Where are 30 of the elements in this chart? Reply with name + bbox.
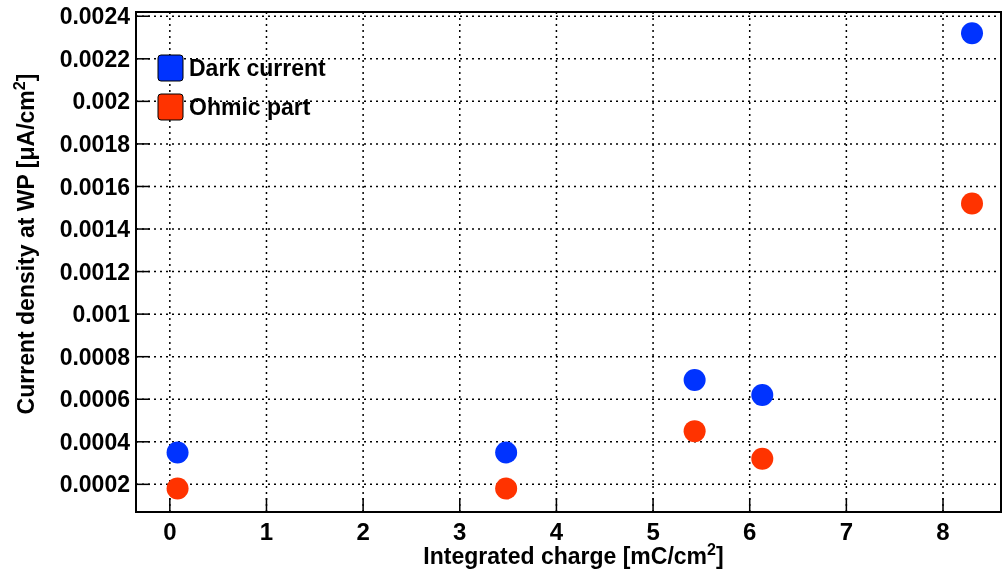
x-tick-label: 6 xyxy=(743,518,757,545)
point xyxy=(961,192,984,215)
y-tick-label: 0.0016 xyxy=(59,173,130,200)
point xyxy=(751,383,774,406)
point xyxy=(683,369,706,392)
y-tick-label: 0.0008 xyxy=(59,343,131,370)
y-tick-label: 0.0004 xyxy=(59,428,131,455)
y-tick-label: 0.0002 xyxy=(59,471,130,498)
legend-label: Ohmic part xyxy=(189,94,311,121)
point xyxy=(166,477,189,500)
y-tick-label: 0.0012 xyxy=(59,258,130,285)
x-tick-label: 8 xyxy=(936,518,950,545)
x-tick-label: 1 xyxy=(259,518,274,545)
legend-label: Dark current xyxy=(189,55,327,82)
x-tick-label: 0 xyxy=(163,518,177,545)
y-tick-label: 0.002 xyxy=(72,88,130,115)
y-tick-label: 0.0024 xyxy=(59,3,131,30)
point xyxy=(495,477,518,500)
y-tick-label: 0.0018 xyxy=(59,130,131,157)
x-tick-label: 7 xyxy=(839,518,854,545)
y-tick-label: 0.0022 xyxy=(59,45,130,72)
y-tick-label: 0.0014 xyxy=(59,216,131,243)
point xyxy=(961,22,984,45)
y-tick-label: 0.0006 xyxy=(59,386,130,413)
point xyxy=(166,441,189,464)
point xyxy=(751,447,774,470)
point xyxy=(683,420,706,443)
x-tick-label: 2 xyxy=(356,518,370,545)
point xyxy=(495,441,518,464)
y-tick-label: 0.001 xyxy=(72,301,131,328)
